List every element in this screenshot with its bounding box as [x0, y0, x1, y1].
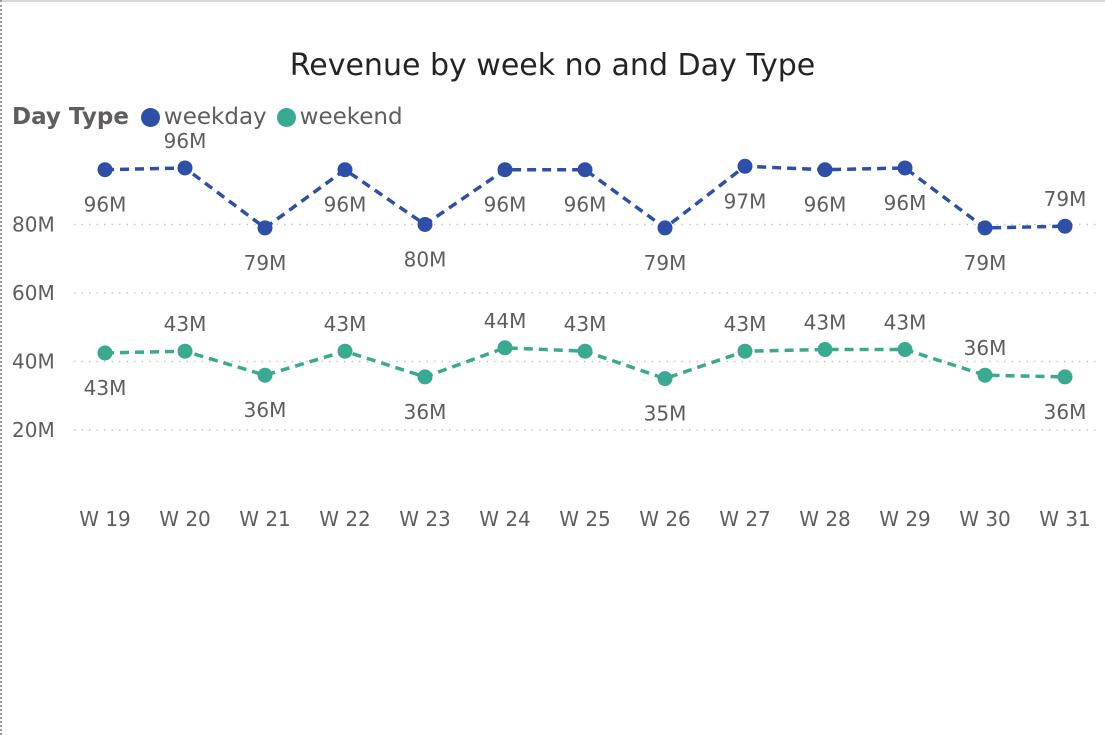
data-point-weekday	[257, 220, 273, 236]
legend-title: Day Type	[12, 104, 129, 130]
data-point-weekend	[1057, 369, 1073, 385]
data-label-weekend: 43M	[84, 376, 127, 400]
x-tick-label: W 19	[79, 507, 131, 531]
data-label-weekend: 44M	[484, 309, 527, 333]
data-point-weekday	[337, 162, 353, 178]
legend: Day Type weekday weekend	[12, 102, 413, 132]
data-point-weekday	[497, 162, 513, 178]
data-point-weekend	[577, 343, 593, 359]
data-point-weekend	[497, 340, 513, 356]
x-tick-label: W 26	[639, 507, 691, 531]
legend-item-weekday[interactable]: weekday	[140, 104, 267, 130]
y-tick-label: 40M	[12, 350, 55, 374]
data-point-weekday	[577, 162, 593, 178]
x-tick-label: W 21	[239, 507, 291, 531]
data-point-weekend	[177, 343, 193, 359]
x-tick-label: W 29	[879, 507, 931, 531]
data-point-weekend	[817, 342, 833, 358]
visual-top-border	[0, 0, 1105, 2]
data-point-weekend	[337, 343, 353, 359]
y-tick-label: 60M	[12, 281, 55, 305]
data-label-weekday: 96M	[324, 193, 367, 217]
data-point-weekday	[977, 220, 993, 236]
data-point-weekend	[97, 345, 113, 361]
y-tick-label: 20M	[12, 418, 55, 442]
data-point-weekday	[737, 158, 753, 174]
data-label-weekend: 35M	[644, 402, 687, 426]
legend-item-weekend[interactable]: weekend	[276, 104, 403, 130]
x-tick-label: W 28	[799, 507, 851, 531]
data-label-weekday: 96M	[84, 193, 127, 217]
x-tick-label: W 22	[319, 507, 371, 531]
data-label-weekend: 36M	[244, 398, 287, 422]
data-point-weekend	[737, 343, 753, 359]
data-label-weekend: 43M	[804, 311, 847, 335]
legend-label-weekend: weekend	[299, 104, 403, 130]
data-label-weekday: 96M	[484, 193, 527, 217]
data-label-weekday: 80M	[404, 248, 447, 272]
data-point-weekday	[97, 162, 113, 178]
y-tick-label: 80M	[12, 213, 55, 237]
data-label-weekday: 79M	[244, 251, 287, 275]
data-label-weekend: 43M	[564, 312, 607, 336]
x-tick-label: W 20	[159, 507, 211, 531]
data-point-weekday	[417, 217, 433, 232]
data-point-weekday	[177, 160, 193, 176]
data-point-weekend	[977, 367, 993, 383]
data-point-weekday	[657, 220, 673, 236]
data-label-weekday: 96M	[884, 191, 927, 215]
data-label-weekday: 97M	[724, 189, 767, 213]
x-tick-label: W 30	[959, 507, 1011, 531]
data-label-weekday: 96M	[164, 129, 207, 153]
x-tick-label: W 23	[399, 507, 451, 531]
data-point-weekday	[897, 160, 913, 176]
data-label-weekend: 43M	[724, 312, 767, 336]
data-point-weekend	[417, 369, 433, 385]
data-label-weekday: 96M	[564, 193, 607, 217]
data-label-weekend: 36M	[964, 336, 1007, 360]
x-tick-label: W 25	[559, 507, 611, 531]
data-point-weekend	[257, 367, 273, 383]
data-label-weekday: 79M	[1044, 187, 1087, 211]
data-label-weekday: 79M	[964, 251, 1007, 275]
visual-left-border	[0, 0, 2, 735]
data-label-weekend: 36M	[404, 400, 447, 424]
legend-label-weekday: weekday	[163, 104, 267, 130]
data-point-weekend	[657, 371, 673, 387]
data-point-weekday	[817, 162, 833, 178]
chart-title: Revenue by week no and Day Type	[289, 48, 816, 83]
data-point-weekend	[897, 342, 913, 358]
data-label-weekday: 79M	[644, 251, 687, 275]
data-label-weekend: 43M	[164, 312, 207, 336]
data-point-weekday	[1057, 218, 1073, 234]
x-tick-label: W 31	[1039, 507, 1091, 531]
data-label-weekend: 43M	[324, 312, 367, 336]
legend-marker-weekend	[276, 107, 296, 127]
x-tick-label: W 24	[479, 507, 531, 531]
x-tick-label: W 27	[719, 507, 771, 531]
data-label-weekend: 36M	[1044, 400, 1087, 424]
data-label-weekend: 43M	[884, 311, 927, 335]
data-label-weekday: 96M	[804, 193, 847, 217]
legend-marker-weekday	[140, 107, 160, 127]
